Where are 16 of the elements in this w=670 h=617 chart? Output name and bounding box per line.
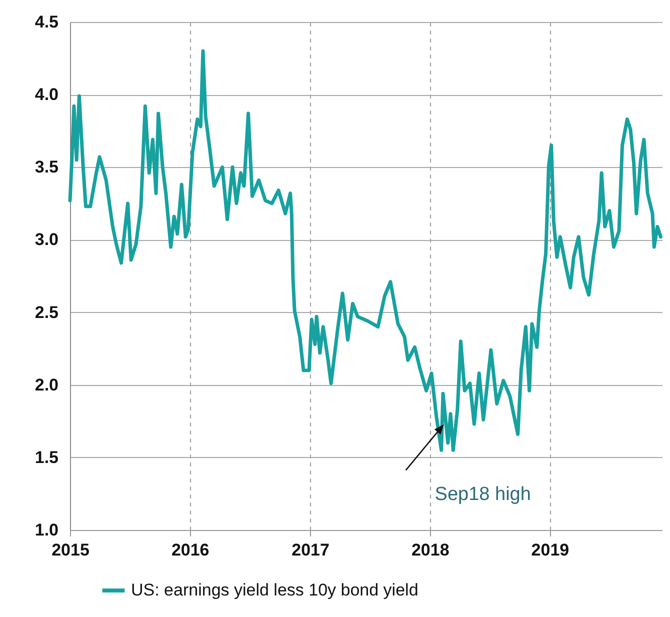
y-tick-label: 4.0 bbox=[34, 85, 58, 104]
x-tick-label: 2015 bbox=[52, 540, 90, 560]
y-tick-label: 4.5 bbox=[34, 12, 58, 32]
x-tick-label: 2018 bbox=[411, 540, 450, 560]
y-tick-label: 2.0 bbox=[34, 375, 58, 394]
y-tick-label: 1.5 bbox=[34, 448, 58, 467]
line-series bbox=[68, 49, 662, 452]
legend-label: US: earnings yield less 10y bond yield bbox=[131, 580, 418, 600]
annotation: Sep18 high bbox=[434, 484, 531, 506]
y-tick-label: 1.0 bbox=[34, 520, 58, 540]
x-tick-label: 2017 bbox=[292, 540, 330, 560]
y-tick-label: 3.0 bbox=[34, 230, 58, 250]
x-tick-label: 2019 bbox=[531, 540, 570, 560]
y-tick-label: 3.5 bbox=[34, 158, 58, 177]
x-tick-label: 2016 bbox=[171, 540, 210, 560]
y-tick-label: 2.5 bbox=[34, 302, 58, 322]
